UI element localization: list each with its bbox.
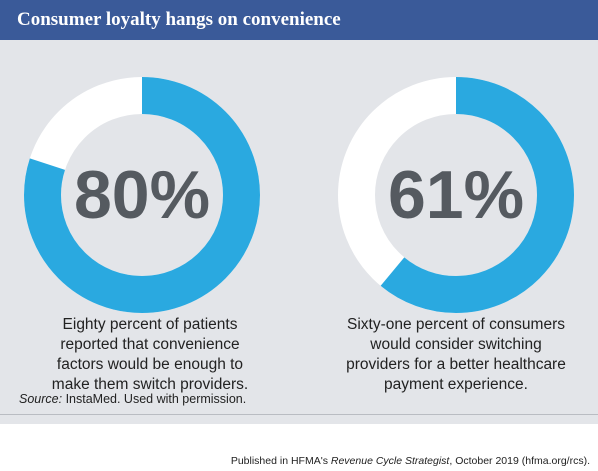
caption-line: would consider switching xyxy=(370,336,542,353)
published-prefix: Published in HFMA's xyxy=(230,455,331,467)
donut-svg-left: 80% xyxy=(24,77,260,313)
publication-name: Revenue Cycle Strategist xyxy=(330,455,450,467)
donut-svg-right: 61% xyxy=(338,77,574,313)
donut-segment-right xyxy=(338,77,574,313)
chart-panel: 80% 61% Eighty percent of patients repor… xyxy=(0,40,598,424)
caption-line: make them switch providers. xyxy=(51,376,249,393)
donut-chart-right: 61% xyxy=(336,75,576,315)
donut-segment-left xyxy=(24,77,260,313)
published-credit: Published in HFMA's Revenue Cycle Strate… xyxy=(231,455,590,467)
caption-line: factors would be enough to xyxy=(56,356,244,373)
caption-line: payment experience. xyxy=(384,376,528,393)
caption-right: Sixty-one percent of consumers would con… xyxy=(306,315,598,395)
chart-title: Consumer loyalty hangs on convenience xyxy=(17,9,341,30)
donut-label-left: 80% xyxy=(74,157,210,233)
caption-line: Eighty percent of patients xyxy=(62,316,238,333)
source-text: InstaMed. Used with permission. xyxy=(62,392,247,406)
header-bar: Consumer loyalty hangs on convenience xyxy=(0,0,598,40)
published-suffix: , October 2019 (hfma.org/rcs). xyxy=(449,455,590,467)
caption-line: Sixty-one percent of consumers xyxy=(347,316,565,333)
divider xyxy=(0,414,598,415)
caption-line: reported that convenience xyxy=(60,336,240,353)
source-label: Source: xyxy=(19,392,63,406)
donut-label-right: 61% xyxy=(388,157,524,233)
source-note: Source: InstaMed. Used with permission. xyxy=(19,392,246,406)
caption-left: Eighty percent of patients reported that… xyxy=(0,315,300,395)
caption-line: providers for a better healthcare xyxy=(346,356,566,373)
donut-chart-left: 80% xyxy=(22,75,262,315)
